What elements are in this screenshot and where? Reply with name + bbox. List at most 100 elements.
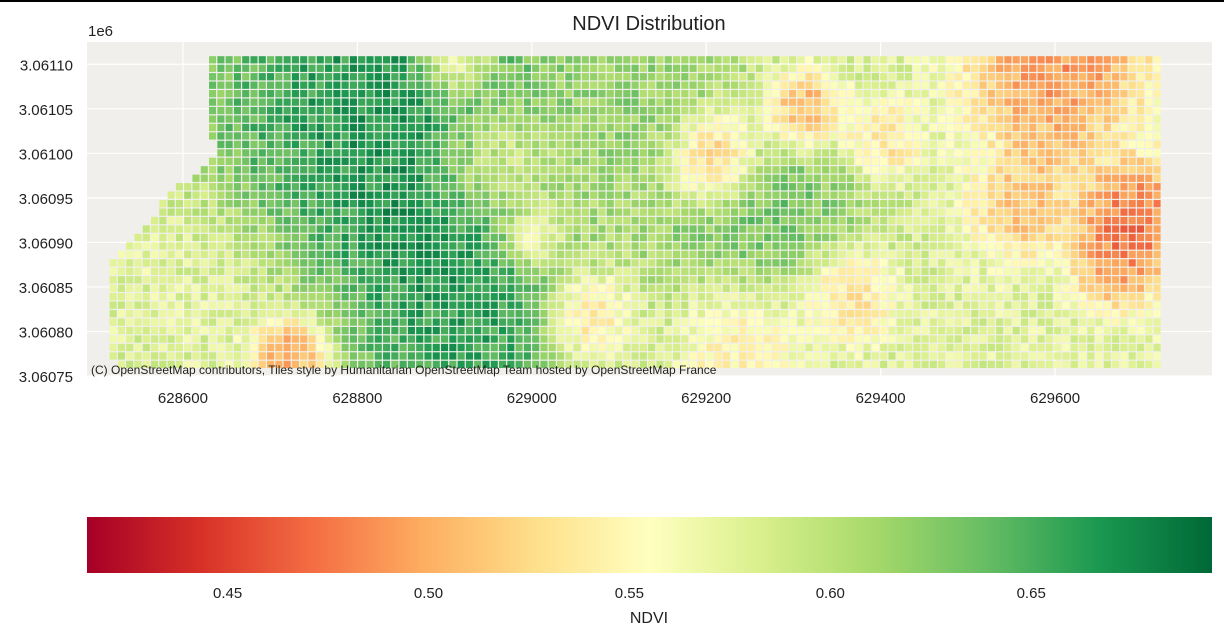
ndvi-cell [449, 183, 457, 191]
ndvi-cell [888, 183, 896, 191]
ndvi-cell [349, 183, 357, 191]
ndvi-cell [366, 132, 374, 140]
ndvi-cell [1020, 200, 1029, 208]
ndvi-cell [805, 56, 813, 64]
ndvi-cell [1112, 360, 1120, 369]
ndvi-cell [772, 157, 780, 165]
ndvi-cell [474, 115, 482, 123]
ndvi-cell [706, 301, 714, 309]
ndvi-cell [822, 259, 830, 267]
ndvi-cell [432, 360, 440, 369]
ndvi-cell [449, 242, 457, 250]
ndvi-cell [1120, 73, 1128, 81]
ndvi-cell [366, 106, 374, 115]
ndvi-cell [557, 132, 565, 140]
ndvi-cell [325, 106, 333, 115]
ndvi-cell [316, 276, 324, 284]
ndvi-cell [788, 267, 797, 275]
ndvi-cell [1145, 293, 1153, 301]
ndvi-cell [1103, 64, 1111, 72]
ndvi-cell [938, 360, 946, 369]
ndvi-cell [1037, 233, 1045, 242]
ndvi-cell [175, 200, 183, 208]
ndvi-cell [672, 318, 681, 326]
ndvi-cell [689, 284, 697, 292]
ndvi-cell [946, 326, 954, 335]
ndvi-cell [142, 335, 150, 343]
ndvi-cell [730, 200, 739, 208]
ndvi-cell [581, 293, 589, 301]
ndvi-cell [971, 166, 979, 174]
ndvi-cell [490, 140, 498, 149]
ndvi-cell [349, 343, 357, 352]
ndvi-cell [407, 200, 415, 208]
ndvi-cell [391, 90, 399, 98]
ndvi-cell [457, 301, 465, 309]
ndvi-cell [1029, 191, 1037, 199]
ndvi-cell [954, 259, 962, 267]
ndvi-cell [689, 225, 697, 233]
ndvi-cell [548, 208, 556, 216]
ndvi-cell [192, 191, 200, 199]
ndvi-cell [217, 174, 225, 182]
ndvi-cell [797, 191, 805, 199]
ndvi-cell [449, 250, 457, 259]
ndvi-cell [1112, 191, 1120, 199]
ndvi-cell [780, 343, 788, 352]
ndvi-cell [656, 326, 664, 335]
ndvi-cell [1128, 73, 1136, 81]
ndvi-cell [788, 216, 797, 225]
ndvi-cell [441, 233, 449, 242]
ndvi-cell [200, 233, 208, 242]
ndvi-cell [449, 56, 457, 64]
ndvi-cell [300, 73, 308, 81]
ndvi-cell [623, 56, 631, 64]
ndvi-cell [615, 267, 623, 275]
ndvi-cell [606, 174, 614, 182]
ndvi-cell [1012, 157, 1020, 165]
ndvi-cell [598, 310, 606, 318]
ndvi-cell [606, 276, 614, 284]
ndvi-cell [822, 115, 830, 123]
ndvi-cell [565, 191, 573, 199]
ndvi-cell [499, 149, 507, 157]
ndvi-cell [681, 310, 689, 318]
ndvi-cell [258, 132, 266, 140]
ndvi-cell [209, 276, 217, 284]
ndvi-cell [946, 200, 954, 208]
ndvi-cell [962, 123, 971, 132]
ndvi-cell [1029, 276, 1037, 284]
ndvi-cell [615, 293, 623, 301]
ndvi-cell [474, 216, 482, 225]
ndvi-cell [482, 191, 490, 199]
ndvi-cell [515, 64, 523, 72]
ndvi-cell [1078, 335, 1087, 343]
ndvi-cell [747, 293, 755, 301]
ndvi-cell [697, 123, 705, 132]
ndvi-cell [358, 183, 366, 191]
ndvi-cell [1062, 293, 1070, 301]
ndvi-cell [987, 335, 995, 343]
chart-title: NDVI Distribution [572, 13, 725, 35]
ndvi-cell [722, 301, 730, 309]
ndvi-cell [167, 360, 175, 369]
ndvi-cell [987, 293, 995, 301]
ndvi-cell [242, 343, 250, 352]
ndvi-cell [971, 56, 979, 64]
ndvi-cell [1070, 98, 1078, 106]
ndvi-cell [507, 242, 515, 250]
ndvi-cell [904, 284, 913, 292]
ndvi-cell [532, 284, 540, 292]
ndvi-cell [631, 123, 639, 132]
ndvi-cell [747, 360, 755, 369]
ndvi-cell [424, 140, 432, 149]
ndvi-cell [706, 140, 714, 149]
ndvi-cell [697, 64, 705, 72]
ndvi-cell [805, 216, 813, 225]
ndvi-cell [267, 200, 275, 208]
ndvi-cell [631, 318, 639, 326]
ndvi-cell [1054, 98, 1062, 106]
ndvi-cell [134, 360, 142, 369]
ndvi-cell [979, 318, 987, 326]
ndvi-cell [697, 200, 705, 208]
